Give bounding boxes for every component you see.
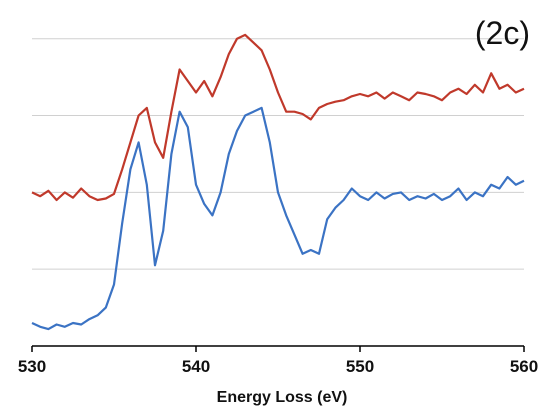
x-tick-label-560: 560 <box>510 357 538 376</box>
series-line-2 <box>31 106 525 331</box>
grid-lines <box>32 38 524 270</box>
x-tick-label-540: 540 <box>182 357 210 376</box>
series-line-1 <box>31 33 525 202</box>
x-tick-label-530: 530 <box>18 357 46 376</box>
x-axis <box>31 345 525 352</box>
x-tick-labels: 530 540 550 560 <box>18 357 538 376</box>
panel-label: (2c) <box>475 15 530 51</box>
x-axis-title: Energy Loss (eV) <box>217 389 348 406</box>
x-tick-label-550: 550 <box>346 357 374 376</box>
series-layer <box>31 33 525 331</box>
